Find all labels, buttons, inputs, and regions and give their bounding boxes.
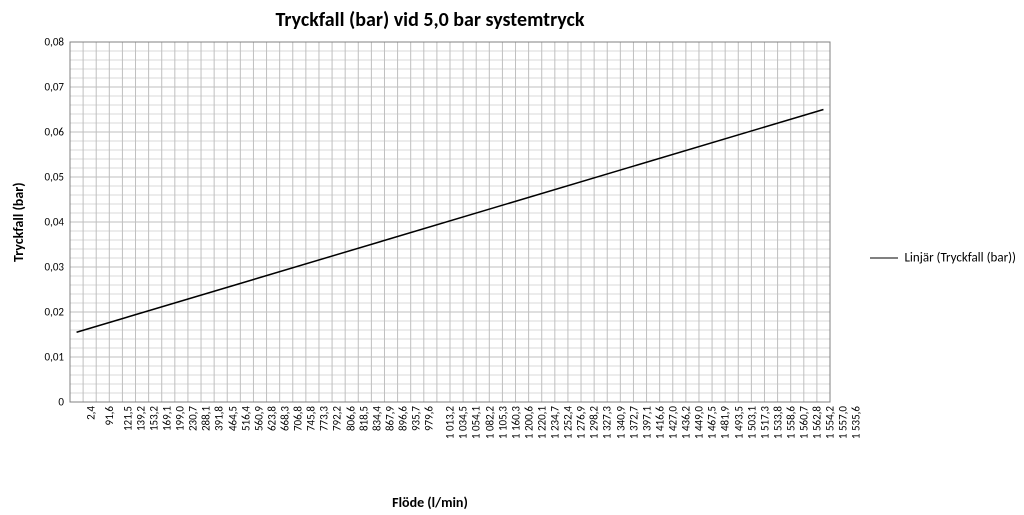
x-tick-label: 121,5 bbox=[121, 406, 134, 431]
y-tick-label: 0 bbox=[58, 396, 70, 409]
x-tick-label: 1 533,8 bbox=[771, 406, 784, 439]
x-tick-label: 834,4 bbox=[370, 406, 383, 431]
x-tick-label: 818,5 bbox=[357, 406, 370, 431]
x-tick-label: 1 034,5 bbox=[457, 406, 470, 439]
x-tick-label: 1 535,6 bbox=[850, 406, 863, 439]
y-tick-label: 0,05 bbox=[45, 171, 70, 184]
legend: Linjär (Tryckfall (bar)) bbox=[870, 250, 1016, 265]
x-tick-label: 1 105,3 bbox=[496, 406, 509, 439]
x-tick-label: 1 481,9 bbox=[719, 406, 732, 439]
x-tick-label: 1 554,2 bbox=[824, 406, 837, 439]
x-tick-label: 1 416,6 bbox=[654, 406, 667, 439]
x-tick-label: 199,0 bbox=[174, 406, 187, 431]
y-tick-label: 0,04 bbox=[45, 216, 70, 229]
x-tick-label: 91,6 bbox=[103, 406, 116, 425]
x-axis-title: Flöde (l/min) bbox=[0, 494, 860, 511]
x-tick-label: 560,9 bbox=[252, 406, 265, 431]
x-tick-label: 1 436,2 bbox=[680, 406, 693, 439]
x-tick-label: 1 372,7 bbox=[627, 406, 640, 439]
x-tick-label: 1 276,9 bbox=[575, 406, 588, 439]
y-tick-label: 0,08 bbox=[45, 36, 70, 49]
x-tick-label: 1 467,5 bbox=[706, 406, 719, 439]
x-tick-label: 979,6 bbox=[423, 406, 436, 431]
x-tick-label: 464,5 bbox=[226, 406, 239, 431]
x-tick-label: 1 427,0 bbox=[667, 406, 680, 439]
x-tick-label: 1 160,3 bbox=[509, 406, 522, 439]
chart-title: Tryckfall (bar) vid 5,0 bar systemtryck bbox=[0, 8, 860, 32]
y-tick-label: 0,07 bbox=[45, 81, 70, 94]
y-tick-label: 0,06 bbox=[45, 126, 70, 139]
x-tick-label: 867,9 bbox=[383, 406, 396, 431]
x-tick-label: 1 562,8 bbox=[811, 406, 824, 439]
x-tick-label: 1 503,1 bbox=[745, 406, 758, 439]
x-tick-label: 139,2 bbox=[134, 406, 147, 431]
x-tick-label: 1 340,9 bbox=[614, 406, 627, 439]
y-axis-title: Tryckfall (bar) bbox=[10, 182, 27, 262]
x-tick-label: 668,3 bbox=[279, 406, 292, 431]
x-tick-label: 1 234,7 bbox=[549, 406, 562, 439]
x-tick-label: 1 558,6 bbox=[785, 406, 798, 439]
x-tick-label: 745,8 bbox=[305, 406, 318, 431]
x-tick-label: 773,3 bbox=[318, 406, 331, 431]
x-tick-label: 1 327,3 bbox=[601, 406, 614, 439]
x-tick-label: 1 200,6 bbox=[522, 406, 535, 439]
y-tick-label: 0,01 bbox=[45, 351, 70, 364]
plot-area: 00,010,020,030,040,050,060,070,082,491,6… bbox=[70, 42, 830, 402]
x-tick-label: 806,6 bbox=[344, 406, 357, 431]
x-tick-label: 1 397,1 bbox=[640, 406, 653, 439]
x-tick-label: 896,6 bbox=[396, 406, 409, 431]
x-tick-label: 1 298,2 bbox=[588, 406, 601, 439]
x-tick-label: 1 493,5 bbox=[732, 406, 745, 439]
x-tick-label: 1 560,7 bbox=[798, 406, 811, 439]
x-tick-label: 1 054,1 bbox=[470, 406, 483, 439]
x-tick-label: 1 082,2 bbox=[483, 406, 496, 439]
x-tick-label: 792,2 bbox=[331, 406, 344, 431]
plot-svg bbox=[70, 42, 830, 402]
x-tick-label: 288,1 bbox=[200, 406, 213, 431]
x-tick-label: 1 557,0 bbox=[837, 406, 850, 439]
legend-series-label: Linjär (Tryckfall (bar)) bbox=[904, 250, 1016, 265]
x-tick-label: 153,2 bbox=[148, 406, 161, 431]
x-tick-label: 623,8 bbox=[265, 406, 278, 431]
x-tick-label: 706,8 bbox=[292, 406, 305, 431]
x-tick-label: 169,1 bbox=[161, 406, 174, 431]
x-tick-label: 1 220,1 bbox=[536, 406, 549, 439]
legend-line-sample bbox=[870, 257, 898, 258]
x-tick-label: 516,4 bbox=[239, 406, 252, 431]
x-tick-label: 1 517,3 bbox=[758, 406, 771, 439]
y-tick-label: 0,03 bbox=[45, 261, 70, 274]
x-tick-label: 2,4 bbox=[84, 406, 97, 420]
x-tick-label: 935,7 bbox=[410, 406, 423, 431]
x-tick-label: 1 013,2 bbox=[444, 406, 457, 439]
x-tick-label: 230,7 bbox=[187, 406, 200, 431]
y-tick-label: 0,02 bbox=[45, 306, 70, 319]
x-tick-label: 1 252,4 bbox=[562, 406, 575, 439]
x-tick-label: 1 449,0 bbox=[693, 406, 706, 439]
x-tick-label: 391,8 bbox=[213, 406, 226, 431]
chart-container: Tryckfall (bar) vid 5,0 bar systemtryck … bbox=[0, 0, 1024, 515]
